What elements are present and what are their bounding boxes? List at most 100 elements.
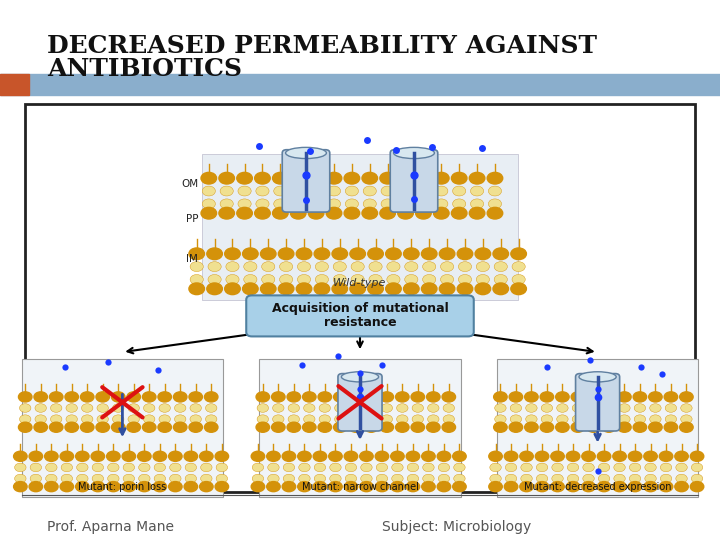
Circle shape — [493, 248, 508, 260]
Circle shape — [158, 392, 171, 402]
Ellipse shape — [394, 147, 434, 159]
Circle shape — [470, 199, 484, 209]
Circle shape — [76, 482, 89, 492]
Circle shape — [81, 422, 94, 433]
Circle shape — [535, 482, 549, 492]
Circle shape — [660, 482, 672, 492]
Circle shape — [282, 451, 296, 461]
Circle shape — [122, 482, 135, 492]
Circle shape — [602, 392, 616, 402]
Circle shape — [438, 463, 450, 472]
Circle shape — [330, 474, 341, 483]
Circle shape — [406, 482, 420, 492]
Circle shape — [476, 274, 490, 285]
Circle shape — [329, 451, 342, 461]
Circle shape — [572, 404, 584, 413]
Circle shape — [61, 474, 73, 483]
Circle shape — [369, 274, 382, 285]
Circle shape — [391, 451, 404, 461]
Circle shape — [215, 451, 228, 461]
Circle shape — [634, 404, 646, 413]
Circle shape — [273, 207, 288, 219]
Circle shape — [202, 199, 215, 209]
Circle shape — [287, 392, 300, 402]
Circle shape — [422, 451, 435, 461]
Circle shape — [207, 248, 222, 260]
Circle shape — [511, 248, 526, 260]
Circle shape — [598, 463, 610, 472]
Circle shape — [143, 422, 156, 433]
Circle shape — [65, 422, 78, 433]
Circle shape — [297, 274, 310, 285]
Circle shape — [345, 474, 356, 483]
Circle shape — [454, 463, 465, 472]
Circle shape — [411, 422, 425, 433]
Circle shape — [487, 172, 503, 184]
Circle shape — [205, 415, 217, 423]
Circle shape — [613, 451, 626, 461]
Circle shape — [459, 274, 472, 285]
Circle shape — [271, 392, 285, 402]
Circle shape — [219, 207, 235, 219]
Circle shape — [351, 262, 364, 272]
Circle shape — [326, 207, 342, 219]
Circle shape — [386, 283, 401, 295]
Circle shape — [174, 404, 186, 413]
Circle shape — [310, 186, 323, 196]
Circle shape — [204, 392, 218, 402]
Circle shape — [660, 451, 672, 461]
Circle shape — [494, 262, 508, 272]
Circle shape — [205, 404, 217, 413]
Circle shape — [215, 482, 228, 492]
Circle shape — [315, 262, 328, 272]
Circle shape — [128, 415, 140, 423]
Circle shape — [19, 422, 32, 433]
Circle shape — [29, 482, 42, 492]
Circle shape — [244, 274, 257, 285]
Circle shape — [201, 172, 217, 184]
Circle shape — [255, 172, 270, 184]
Circle shape — [122, 451, 135, 461]
Circle shape — [665, 404, 677, 413]
Circle shape — [208, 274, 221, 285]
Circle shape — [170, 463, 181, 472]
Circle shape — [201, 474, 212, 483]
Circle shape — [65, 392, 78, 402]
Circle shape — [525, 392, 538, 402]
Text: DECREASED PERMEABILITY AGAINST: DECREASED PERMEABILITY AGAINST — [47, 34, 597, 58]
Circle shape — [397, 207, 413, 219]
Circle shape — [690, 451, 703, 461]
Circle shape — [349, 422, 363, 433]
Circle shape — [633, 422, 647, 433]
Circle shape — [391, 482, 404, 492]
Circle shape — [387, 262, 400, 272]
Circle shape — [381, 404, 392, 413]
Circle shape — [107, 482, 120, 492]
Circle shape — [433, 207, 449, 219]
Circle shape — [216, 474, 228, 483]
Circle shape — [439, 248, 455, 260]
Circle shape — [680, 404, 692, 413]
Circle shape — [251, 482, 265, 492]
Circle shape — [261, 262, 275, 272]
Circle shape — [375, 482, 389, 492]
Circle shape — [380, 422, 394, 433]
Text: Subject: Microbiology: Subject: Microbiology — [382, 519, 531, 534]
Text: OM: OM — [181, 179, 198, 188]
Circle shape — [14, 451, 27, 461]
Circle shape — [226, 274, 239, 285]
Circle shape — [457, 248, 473, 260]
Circle shape — [292, 186, 305, 196]
Circle shape — [644, 451, 657, 461]
Circle shape — [344, 451, 358, 461]
Circle shape — [489, 451, 503, 461]
Circle shape — [168, 451, 182, 461]
Circle shape — [660, 463, 672, 472]
Circle shape — [35, 404, 46, 413]
Circle shape — [380, 172, 395, 184]
Circle shape — [453, 199, 466, 209]
Circle shape — [273, 404, 284, 413]
Circle shape — [333, 422, 347, 433]
Circle shape — [571, 392, 585, 402]
Circle shape — [190, 415, 202, 423]
